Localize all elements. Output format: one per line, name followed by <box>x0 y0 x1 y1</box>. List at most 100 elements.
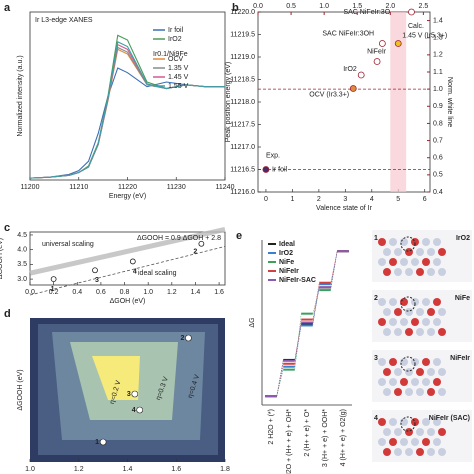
atom <box>416 448 424 456</box>
scaling-line <box>29 227 226 276</box>
atom <box>438 268 446 276</box>
panel-label: d <box>4 308 11 320</box>
atom <box>405 448 413 456</box>
y-axis-label: ΔGOOH (eV) <box>17 369 24 410</box>
y-tick-label: 11217.5 <box>230 121 255 128</box>
atom <box>427 368 435 376</box>
x2-tick-label: 0.0 <box>253 3 263 10</box>
atom <box>378 258 386 266</box>
point-label: 1 <box>51 286 55 293</box>
atom <box>389 438 397 446</box>
y-axis-label: Normalized intensity (a.u.) <box>17 55 24 136</box>
atom <box>394 308 402 316</box>
x-tick-label: 2 H2O + (*) <box>268 409 275 445</box>
point-label: NiFeIr <box>367 48 387 55</box>
x-tick-label: 11240 <box>216 184 235 191</box>
atom <box>378 238 386 246</box>
atom <box>438 308 446 316</box>
x-tick-label: 5 <box>396 196 400 203</box>
y-tick-label: 11220.0 <box>230 9 255 16</box>
connector <box>276 369 284 397</box>
panel-label: c <box>4 222 10 234</box>
connector <box>312 282 320 320</box>
y2-tick-label: 1.1 <box>433 69 443 76</box>
y-tick-label: 3.0 <box>17 276 27 283</box>
x-tick-label: 0.2 <box>49 289 59 296</box>
atom <box>389 318 397 326</box>
atom <box>405 388 413 396</box>
atom <box>394 248 402 256</box>
atom <box>383 428 391 436</box>
atom <box>427 268 435 276</box>
highlight <box>400 356 416 372</box>
x-tick-label: 1.8 <box>220 466 230 473</box>
atom <box>433 418 441 426</box>
point-label: 1 <box>95 439 99 446</box>
x-tick-label: 0.4 <box>72 289 82 296</box>
y2-tick-label: 0.4 <box>433 189 443 196</box>
atom <box>378 318 386 326</box>
point-label: 1.45 V (Ir5.3+) <box>402 32 447 39</box>
atom <box>411 438 419 446</box>
atom <box>422 298 430 306</box>
structure-label: NiFeIr <box>450 355 470 362</box>
legend-group-title: Ir0.1/Ni9Fe <box>153 51 188 58</box>
atom <box>438 328 446 336</box>
atom <box>383 268 391 276</box>
annotation: Exp. <box>266 152 280 159</box>
y-tick-label: 11219.0 <box>230 54 255 61</box>
y2-tick-label: 0.6 <box>433 155 443 162</box>
x-tick-label: 1.2 <box>74 466 84 473</box>
structure-label: IrO2 <box>456 235 470 242</box>
annotation: universal scaling <box>42 241 94 248</box>
x-tick-label: 0.8 <box>120 289 130 296</box>
atom <box>383 248 391 256</box>
chart-title: Ir L3-edge XANES <box>35 17 93 24</box>
atom <box>416 388 424 396</box>
atom <box>416 268 424 276</box>
point-label: Ir foil <box>272 166 288 173</box>
legend-label: NiFeIr-SAC <box>279 277 316 284</box>
atom <box>405 268 413 276</box>
point-label: 4 <box>133 268 137 275</box>
atom <box>438 448 446 456</box>
structure: 1 IrO2 <box>372 230 472 282</box>
atom <box>394 328 402 336</box>
x-axis-label: ΔGOH (eV) <box>110 298 146 305</box>
panel-label: b <box>232 2 239 14</box>
connector <box>294 313 302 370</box>
point <box>373 58 381 65</box>
structure-number: 1 <box>374 235 378 242</box>
y-tick-label: 11218.5 <box>230 76 255 83</box>
atom <box>422 258 430 266</box>
x-tick-label: 4 (H+ + e) + O2(g) <box>340 409 347 466</box>
structure-number: 4 <box>374 415 378 422</box>
atom <box>416 308 424 316</box>
structure-label: NiFeIr (SAC) <box>429 415 470 422</box>
x-tick-label: H2O + (H+ + e) + OH* <box>286 409 293 474</box>
atom <box>433 318 441 326</box>
structure: 4 NiFeIr (SAC) <box>372 410 472 462</box>
x-tick-label: 1.4 <box>191 289 201 296</box>
scaling-line <box>29 246 226 296</box>
atom <box>422 438 430 446</box>
atom <box>422 238 430 246</box>
atom <box>400 378 408 386</box>
atom <box>422 318 430 326</box>
y2-axis-label: Norm. white line <box>446 77 453 127</box>
point <box>136 406 143 414</box>
x-tick-label: 1.2 <box>167 289 177 296</box>
x-axis-label: Energy (eV) <box>109 193 146 200</box>
atom <box>433 358 441 366</box>
x-tick-label: 3 <box>343 196 347 203</box>
atom <box>427 328 435 336</box>
atom <box>378 358 386 366</box>
legend-label: OCV <box>168 56 184 63</box>
x2-tick-label: 0.5 <box>286 3 296 10</box>
atom <box>378 298 386 306</box>
point-label: SAC NiFeIr:3OH <box>322 30 374 37</box>
legend-label: NiFeIr <box>279 268 299 275</box>
atom <box>411 298 419 306</box>
atom <box>438 248 446 256</box>
x-tick-label: 1 <box>290 196 294 203</box>
